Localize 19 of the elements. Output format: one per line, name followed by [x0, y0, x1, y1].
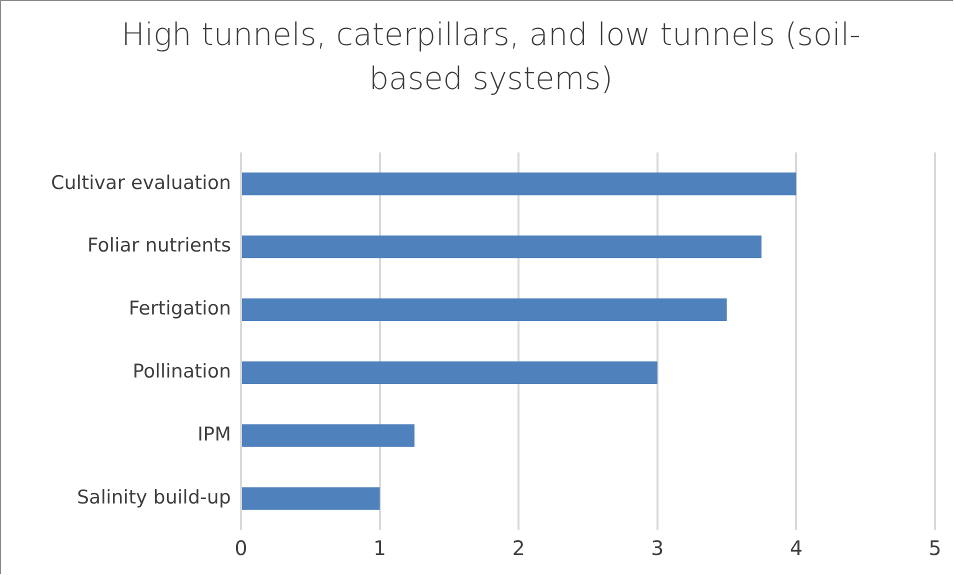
x-tick-label: 4 [790, 536, 803, 560]
y-tick-label: Foliar nutrients [87, 234, 231, 257]
y-tick-label: Pollination [132, 360, 231, 383]
x-tick-label: 0 [234, 536, 248, 560]
bar [242, 487, 380, 510]
y-tick-label: IPM [198, 424, 231, 446]
x-tick-label: 1 [373, 536, 386, 560]
x-tick-label: 3 [651, 536, 664, 560]
bar [242, 235, 762, 258]
bar [242, 361, 658, 384]
x-tick-label: 2 [512, 536, 525, 560]
bar [242, 172, 796, 196]
y-tick-label: Salinity build-up [76, 486, 231, 508]
bar [242, 298, 727, 322]
y-tick-label: Fertigation [128, 298, 231, 320]
bar [242, 424, 414, 447]
y-tick-label: Cultivar evaluation [50, 172, 231, 194]
chart-title: High tunnels, caterpillars, and low tunnels (soil-based systems) [120, 16, 862, 99]
x-tick-label: 5 [928, 536, 942, 560]
